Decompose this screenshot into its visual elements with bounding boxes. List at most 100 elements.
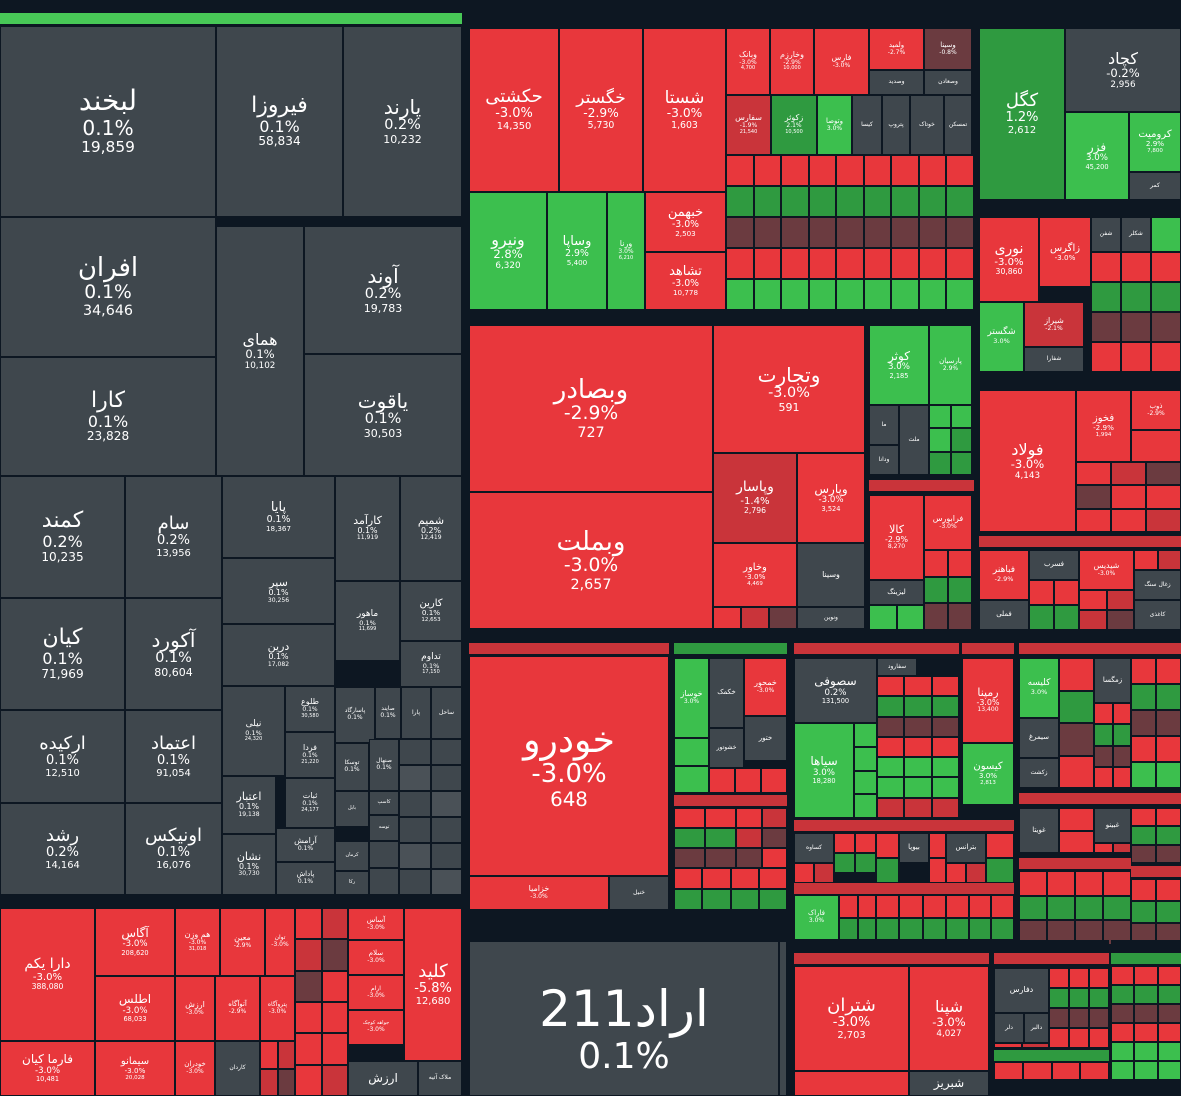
stock-tile[interactable]: خشوتور xyxy=(709,728,744,768)
minor-stock-tile[interactable] xyxy=(836,186,864,217)
stock-tile[interactable]: وبانک -3.0% 4,700 xyxy=(726,28,770,95)
minor-stock-tile[interactable] xyxy=(1112,766,1131,788)
minor-stock-tile[interactable] xyxy=(834,833,855,853)
minor-stock-tile[interactable] xyxy=(1075,895,1103,921)
stock-tile[interactable]: فملی xyxy=(979,600,1029,630)
minor-stock-tile[interactable] xyxy=(876,917,900,940)
stock-tile[interactable]: کالا -2.9% 8,270 xyxy=(869,495,924,580)
minor-stock-tile[interactable] xyxy=(877,676,905,697)
minor-stock-tile[interactable] xyxy=(1091,342,1121,372)
minor-stock-tile[interactable] xyxy=(761,848,787,868)
stock-tile[interactable]: نیلی 0.1% 24,320 xyxy=(222,686,285,776)
minor-stock-tile[interactable] xyxy=(946,279,974,310)
stock-tile[interactable]: شپنا -3.0% 4,027 xyxy=(909,966,989,1071)
minor-stock-tile[interactable] xyxy=(713,607,741,629)
minor-stock-tile[interactable] xyxy=(950,405,972,429)
minor-stock-tile[interactable] xyxy=(1156,658,1181,684)
minor-stock-tile[interactable] xyxy=(1106,590,1134,610)
stock-tile[interactable]: سلام -3.0% xyxy=(348,940,404,975)
stock-tile[interactable]: توان -3.0% xyxy=(265,908,295,976)
minor-stock-tile[interactable] xyxy=(1131,736,1156,762)
minor-stock-tile[interactable] xyxy=(1134,1061,1158,1080)
stock-tile[interactable]: شیراز -2.1% xyxy=(1024,302,1084,347)
minor-stock-tile[interactable] xyxy=(1094,766,1113,788)
stock-tile[interactable]: ملت xyxy=(899,405,929,475)
minor-stock-tile[interactable] xyxy=(369,868,399,895)
minor-stock-tile[interactable] xyxy=(1111,1042,1135,1061)
stock-tile[interactable]: خبهمن -3.0% 2,503 xyxy=(645,192,726,252)
minor-stock-tile[interactable] xyxy=(918,155,947,186)
stock-tile[interactable]: سیمرغ xyxy=(1019,718,1059,758)
stock-tile[interactable]: پارا xyxy=(401,687,431,739)
stock-tile[interactable]: سام 0.2% 13,956 xyxy=(125,476,222,598)
minor-stock-tile[interactable] xyxy=(904,676,932,697)
minor-stock-tile[interactable] xyxy=(781,248,809,279)
minor-stock-tile[interactable] xyxy=(295,970,322,1002)
minor-stock-tile[interactable] xyxy=(1131,844,1156,863)
minor-stock-tile[interactable] xyxy=(1059,658,1094,691)
stock-tile[interactable]: خودرو -3.0% 648 xyxy=(469,656,669,876)
stock-tile[interactable]: سصوفی 0.2% 131,500 xyxy=(794,658,877,723)
minor-stock-tile[interactable] xyxy=(950,428,972,452)
minor-stock-tile[interactable] xyxy=(1131,879,1156,901)
minor-stock-tile[interactable] xyxy=(1146,485,1181,509)
minor-stock-tile[interactable] xyxy=(369,841,399,868)
minor-stock-tile[interactable] xyxy=(1156,901,1181,923)
minor-stock-tile[interactable] xyxy=(924,576,948,604)
stock-tile[interactable]: بیوپا xyxy=(899,833,929,863)
stock-tile[interactable]: آتوآگاه -2.9% xyxy=(215,976,260,1041)
minor-stock-tile[interactable] xyxy=(891,217,919,248)
stock-tile[interactable]: درین 0.1% 17,082 xyxy=(222,624,335,686)
minor-stock-tile[interactable] xyxy=(946,155,974,186)
minor-stock-tile[interactable] xyxy=(1049,968,1069,988)
minor-stock-tile[interactable] xyxy=(854,794,877,818)
minor-stock-tile[interactable] xyxy=(769,607,797,629)
minor-stock-tile[interactable] xyxy=(1069,1028,1089,1048)
minor-stock-tile[interactable] xyxy=(1111,966,1135,985)
minor-stock-tile[interactable] xyxy=(761,768,787,793)
minor-stock-tile[interactable] xyxy=(321,939,348,971)
stock-tile[interactable]: کاسپ xyxy=(369,791,399,815)
stock-tile[interactable]: زکوثر 2.1% 10,500 xyxy=(771,95,817,155)
stock-tile[interactable]: کچاد -0.2% 2,956 xyxy=(1065,28,1181,112)
minor-stock-tile[interactable] xyxy=(399,817,431,843)
minor-stock-tile[interactable] xyxy=(891,248,919,279)
minor-stock-tile[interactable] xyxy=(1089,1028,1109,1048)
minor-stock-tile[interactable] xyxy=(931,716,959,737)
minor-stock-tile[interactable] xyxy=(1131,710,1156,736)
stock-tile[interactable]: توسکا 0.1% xyxy=(335,743,369,791)
minor-stock-tile[interactable] xyxy=(904,696,932,717)
minor-stock-tile[interactable] xyxy=(1059,723,1094,756)
stock-tile[interactable]: وسینا -0.8% xyxy=(924,28,972,70)
stock-tile[interactable]: ملاک آتیه xyxy=(418,1061,462,1096)
stock-tile[interactable]: ذوب -2.9% xyxy=(1131,390,1181,430)
section-communication[interactable] xyxy=(1111,1080,1181,1096)
stock-tile[interactable]: پاداش 0.1% xyxy=(276,862,335,895)
minor-stock-tile[interactable] xyxy=(1094,703,1113,725)
minor-stock-tile[interactable] xyxy=(295,1002,322,1034)
minor-stock-tile[interactable] xyxy=(399,869,431,895)
stock-tile[interactable]: دالبر xyxy=(1024,1013,1049,1043)
minor-stock-tile[interactable] xyxy=(705,848,736,868)
minor-stock-tile[interactable] xyxy=(863,155,892,186)
stock-tile[interactable]: وتجارت -3.0% 591 xyxy=(713,325,865,453)
stock-tile[interactable]: فباهنر -2.9% xyxy=(979,550,1029,600)
stock-tile[interactable]: وساپا 2.9% 5,400 xyxy=(547,192,607,310)
minor-stock-tile[interactable] xyxy=(1059,808,1094,831)
minor-stock-tile[interactable] xyxy=(863,186,892,217)
minor-stock-tile[interactable] xyxy=(966,863,986,883)
minor-stock-tile[interactable] xyxy=(891,155,919,186)
minor-stock-tile[interactable] xyxy=(674,848,705,868)
stock-tile[interactable]: شمیم 0.2% 12,419 xyxy=(400,476,462,581)
stock-tile[interactable]: کوثر 3.0% 2,185 xyxy=(869,325,929,405)
stock-tile[interactable]: توسه xyxy=(369,815,399,841)
minor-stock-tile[interactable] xyxy=(1112,843,1131,853)
minor-stock-tile[interactable] xyxy=(295,1064,322,1096)
minor-stock-tile[interactable] xyxy=(1121,312,1151,342)
minor-stock-tile[interactable] xyxy=(761,828,787,848)
minor-stock-tile[interactable] xyxy=(399,791,431,817)
stock-tile[interactable]: همای 0.1% 10,102 xyxy=(216,226,304,476)
minor-stock-tile[interactable] xyxy=(1151,282,1181,312)
stock-tile[interactable]: زاگرس -3.0% xyxy=(1039,217,1091,287)
minor-stock-tile[interactable] xyxy=(929,833,946,858)
